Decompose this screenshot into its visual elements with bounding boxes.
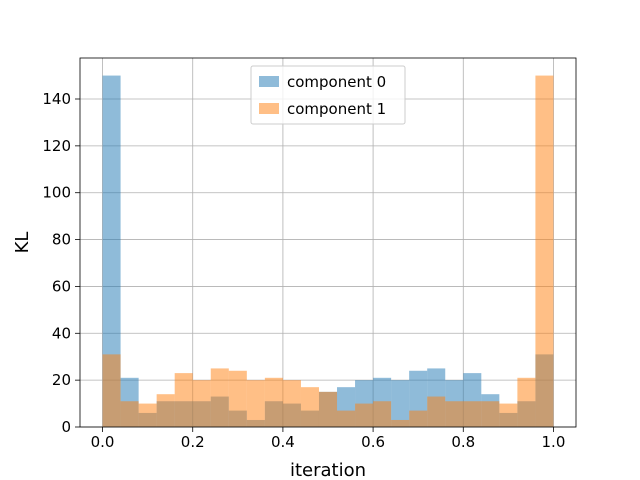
x-tick-label: 0.6 [361, 433, 385, 451]
bar-group [102, 75, 554, 428]
bar-series-1 [102, 354, 121, 427]
bar-series-1 [264, 377, 283, 427]
x-tick-label: 1.0 [542, 433, 566, 451]
legend: component 0 component 1 [250, 65, 406, 125]
bar-series-1 [481, 401, 500, 427]
y-axis-label: KL [12, 232, 33, 254]
bar-series-1 [463, 401, 482, 427]
y-tick-label: 0 [61, 418, 71, 436]
y-axis-ticks: 0 20 40 60 80 100 120 140 [42, 90, 80, 436]
bar-series-1 [427, 396, 446, 427]
axes-frame [79, 57, 577, 428]
x-tick-label: 0.8 [451, 433, 475, 451]
x-tick-label: 0.2 [181, 433, 205, 451]
bar-series-1 [300, 387, 319, 427]
bar-series-1 [174, 373, 193, 427]
legend-label: component 0 [287, 73, 386, 91]
bar-series-1 [409, 410, 428, 427]
bar-series-0 [102, 75, 121, 428]
x-axis-ticks: 0.0 0.2 0.4 0.6 0.8 1.0 [91, 427, 566, 451]
bar-series-1 [499, 403, 518, 427]
bar-series-1 [228, 370, 247, 427]
bar-series-1 [282, 380, 301, 427]
y-tick-label: 60 [52, 277, 71, 295]
bar-series-1 [138, 403, 157, 427]
x-axis-label: iteration [290, 460, 366, 480]
bar-series-1 [373, 401, 392, 427]
legend-swatch [259, 103, 279, 114]
y-tick-label: 100 [42, 184, 71, 202]
bar-series-1 [210, 368, 229, 427]
y-tick-label: 20 [52, 371, 71, 389]
bar-series-1 [535, 75, 554, 428]
y-tick-label: 140 [42, 90, 71, 108]
y-tick-label: 120 [42, 137, 71, 155]
bar-series-1 [355, 403, 374, 427]
bar-series-1 [120, 401, 139, 427]
bar-series-1 [318, 391, 338, 427]
legend-box [250, 65, 406, 125]
x-tick-label: 0.4 [271, 433, 295, 451]
bar-series-1 [246, 380, 265, 427]
bar-series-1 [192, 380, 211, 427]
x-tick-label: 0.0 [91, 433, 115, 451]
bar-series-0 [391, 380, 410, 427]
legend-label: component 1 [287, 100, 386, 118]
bar-series-1 [156, 394, 175, 427]
bar-series-1 [517, 377, 536, 427]
bar-series-1 [391, 419, 410, 427]
bar-series-1 [337, 410, 356, 427]
bar-series-1 [445, 401, 464, 427]
y-tick-label: 40 [52, 324, 71, 342]
y-tick-label: 80 [52, 231, 71, 249]
legend-swatch [259, 76, 279, 87]
